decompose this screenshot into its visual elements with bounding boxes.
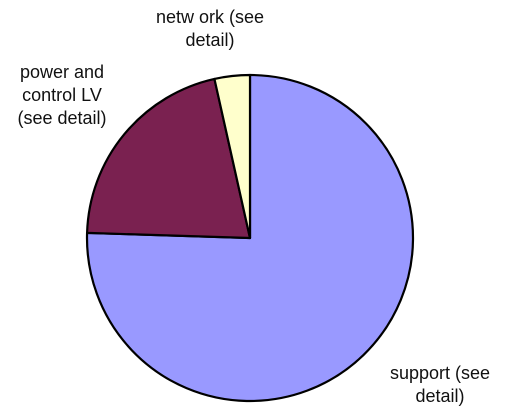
slice-label-line: (see detail) bbox=[17, 108, 106, 128]
slice-label-line: power and bbox=[20, 62, 104, 82]
slice-label-line: detail) bbox=[185, 30, 234, 50]
slice-label-2: netw ork (see detail) bbox=[156, 7, 264, 50]
slice-label-line: netw ork (see bbox=[156, 7, 264, 27]
pie-slice-1 bbox=[85, 77, 252, 240]
pie-labels: support (see detail) power and control LV (s… bbox=[17, 7, 490, 406]
slice-label-line: support (see bbox=[390, 363, 490, 383]
pie-slice-2 bbox=[213, 73, 252, 240]
slice-label-0: support (see detail) bbox=[390, 363, 490, 406]
slice-label-line: detail) bbox=[415, 386, 464, 406]
slice-label-1: power and control LV (see detail) bbox=[17, 62, 106, 128]
pie-slices bbox=[85, 73, 415, 403]
slice-label-line: control LV bbox=[22, 85, 102, 105]
